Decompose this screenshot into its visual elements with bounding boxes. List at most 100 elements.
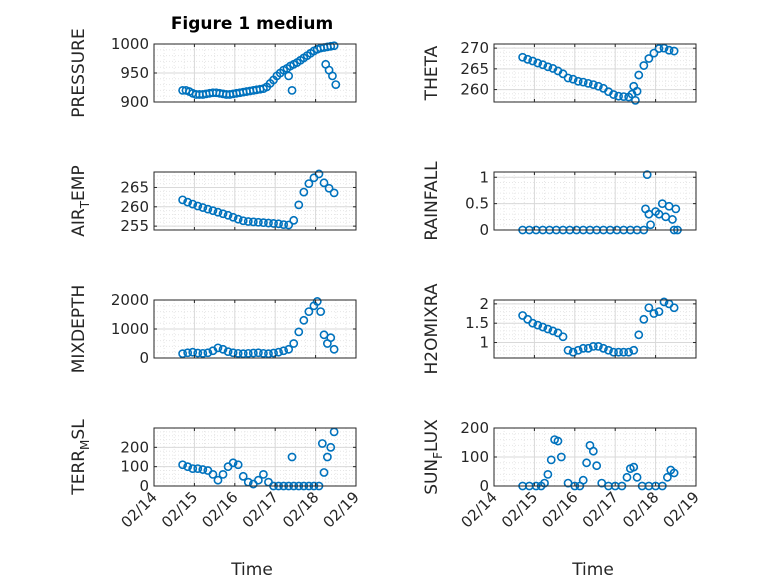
data-point (563, 73, 573, 83)
data-point (543, 324, 553, 334)
data-point (314, 169, 324, 179)
subplot-sun_flux: 010020002/1402/1502/1602/1702/1802/19SUN… (422, 419, 703, 532)
data-point (619, 347, 629, 357)
data-point (573, 76, 583, 86)
data-point (326, 333, 336, 343)
data-point (644, 303, 654, 313)
data-point (289, 215, 299, 225)
data-point (304, 307, 314, 316)
y-tick-label: 1 (479, 168, 489, 186)
y-axis-label: THETA (422, 45, 442, 101)
data-point (274, 219, 283, 229)
data-point (193, 201, 203, 211)
y-tick-label: 270 (460, 39, 489, 57)
y-axis-label: MIXDEPTH (69, 285, 89, 374)
y-tick-label: 1 (479, 334, 489, 352)
figure-title: Figure 1 medium (171, 14, 333, 34)
data-point (631, 95, 640, 105)
data-point (312, 297, 322, 306)
data-point (593, 341, 603, 351)
data-point (319, 178, 329, 188)
data-point (649, 309, 659, 318)
data-point (238, 471, 248, 481)
data-point (523, 54, 533, 64)
x-tick-label: 02/15 (498, 488, 541, 531)
data-point (609, 347, 618, 357)
data-point (578, 475, 588, 485)
data-point (183, 197, 193, 207)
data-point (178, 349, 188, 359)
data-point (324, 183, 334, 193)
data-point (654, 44, 664, 53)
data-point (588, 80, 598, 89)
y-tick-label: 0.5 (465, 195, 489, 213)
data-point (528, 56, 538, 66)
y-tick-label: 200 (460, 419, 489, 437)
data-point (223, 210, 233, 220)
data-point (178, 195, 188, 205)
data-point (533, 320, 543, 330)
x-tick-label: 02/16 (538, 488, 581, 531)
data-point (198, 348, 208, 358)
y-tick-label: 1000 (111, 320, 149, 338)
y-tick-label: 255 (120, 217, 149, 235)
data-point (243, 348, 253, 358)
data-point (233, 460, 243, 470)
subplot-rainfall: 0 0.5 1 RAINFALL (422, 161, 697, 241)
data-point (632, 86, 642, 96)
data-point (558, 332, 568, 342)
data-point (203, 204, 213, 214)
data-point (289, 339, 299, 348)
y-tick-label: 200 (120, 438, 149, 456)
data-point (188, 464, 198, 473)
data-point (632, 472, 642, 482)
x-tick-label: 02/17 (239, 488, 282, 531)
data-point (208, 469, 218, 479)
data-point (233, 348, 243, 358)
data-point (294, 200, 304, 210)
data-point (540, 478, 549, 488)
data-point (573, 345, 583, 355)
data-point (326, 41, 336, 51)
data-markers (178, 297, 339, 359)
data-point (228, 212, 238, 222)
subplot-pressure: 900 950 1000 PRESSURE (69, 28, 357, 118)
y-tick-label: 265 (460, 60, 489, 78)
data-point (274, 347, 283, 357)
data-point (649, 48, 659, 58)
data-point (669, 46, 679, 56)
y-axis-label: RAINFALL (422, 161, 442, 241)
data-point (259, 218, 268, 228)
data-point (642, 170, 652, 180)
data-point (528, 318, 538, 328)
x-tick-label: 02/15 (158, 488, 201, 531)
data-point (329, 41, 339, 51)
data-point (548, 326, 558, 336)
axes-frame (493, 43, 697, 103)
data-point (316, 307, 326, 316)
data-point (668, 215, 677, 224)
x-tick-label: 02/17 (579, 488, 622, 531)
data-point (269, 348, 278, 358)
data-point (543, 62, 553, 72)
data-point (188, 347, 198, 357)
data-point (264, 349, 273, 359)
data-point (284, 71, 294, 81)
subplot-terr_msl: 010020002/1402/1502/1602/1702/1802/19TER… (69, 419, 363, 532)
axes-frame (493, 171, 697, 231)
data-point (582, 458, 591, 468)
data-point (228, 348, 238, 358)
y-axis-label: TERRMSL (69, 419, 92, 496)
y-tick-label: 100 (460, 448, 489, 466)
data-point (253, 217, 263, 227)
data-markers (518, 297, 679, 357)
axes-frame (153, 171, 357, 231)
subplot-theta: 260 265 270 THETA (422, 39, 697, 105)
y-tick-label: 0 (139, 477, 149, 495)
data-point (619, 92, 629, 102)
data-point (578, 77, 588, 87)
data-point (284, 220, 294, 230)
data-point (198, 465, 208, 474)
axes-frame (493, 299, 697, 359)
data-point (317, 439, 327, 448)
